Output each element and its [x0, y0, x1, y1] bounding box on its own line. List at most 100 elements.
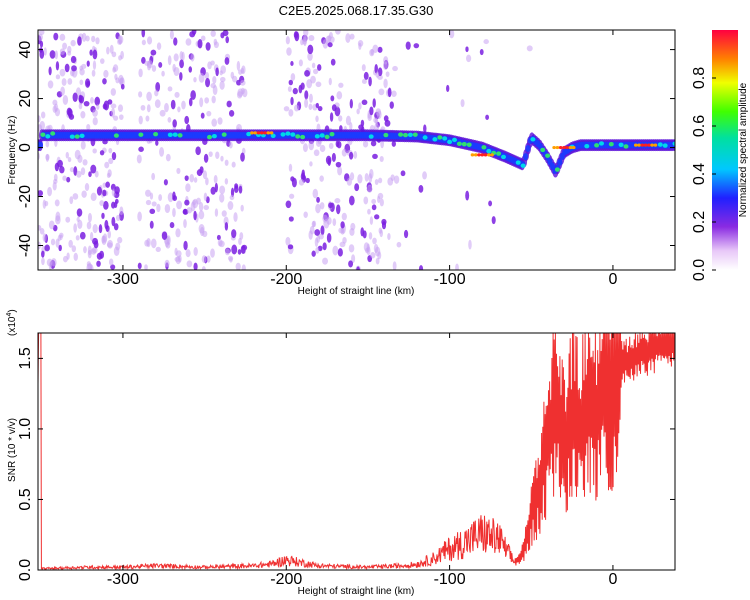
x-tick-label: 0	[608, 571, 617, 588]
noise-speck	[377, 46, 383, 53]
noise-speck	[184, 175, 189, 181]
noise-speck	[78, 95, 85, 104]
noise-speck	[351, 254, 356, 263]
noise-speck	[315, 247, 320, 254]
noise-speck	[350, 222, 356, 231]
noise-speck	[144, 264, 148, 270]
ridge-core	[221, 132, 227, 137]
spectrogram-xlabel: Height of straight line (km)	[298, 286, 415, 297]
noise-speck	[231, 161, 236, 168]
noise-speck	[70, 39, 76, 47]
noise-speck	[213, 41, 219, 49]
noise-speck	[289, 193, 295, 199]
noise-speck	[65, 151, 69, 159]
ridge-core	[40, 132, 46, 137]
noise-speck	[110, 264, 116, 270]
colorbar-ticks: 0.0 0.2 0.4 0.6 0.8	[691, 67, 716, 281]
noise-speck	[169, 222, 175, 229]
ridge-core	[481, 145, 487, 150]
noise-speck	[336, 204, 341, 215]
noise-speck	[230, 71, 235, 79]
noise-speck	[369, 49, 375, 57]
noise-speck	[79, 68, 85, 76]
noise-speck	[205, 77, 211, 88]
noise-speck	[172, 191, 176, 200]
noise-speck	[59, 232, 64, 238]
noise-speck	[201, 255, 207, 264]
noise-speck	[383, 115, 389, 122]
noise-speck	[285, 36, 290, 45]
noise-speck	[165, 241, 171, 249]
ridge-core	[447, 139, 453, 145]
noise-speck	[286, 47, 292, 56]
noise-speck	[385, 71, 390, 77]
noise-speck	[146, 104, 151, 113]
noise-speck	[86, 221, 92, 230]
noise-speck	[141, 56, 146, 64]
noise-speck	[304, 90, 309, 100]
noise-speck	[312, 68, 319, 75]
x-tick-label: -200	[270, 271, 302, 288]
noise-speck	[67, 156, 72, 163]
noise-speck	[73, 223, 77, 233]
ridge-peak	[634, 143, 638, 147]
noise-speck	[312, 220, 317, 228]
ridge-peak	[259, 131, 264, 135]
noise-speck	[335, 30, 341, 35]
ridge-core	[368, 134, 374, 139]
ridge-core	[319, 133, 325, 138]
noise-speck	[185, 38, 192, 46]
x-tick-label: -100	[434, 271, 466, 288]
noise-speck	[170, 99, 176, 110]
noise-speck	[301, 169, 305, 178]
noise-speck	[55, 238, 60, 248]
noise-speck	[96, 104, 100, 110]
noise-speck	[285, 236, 291, 246]
noise-speck	[224, 57, 230, 65]
noise-speck	[195, 146, 201, 156]
noise-speck	[349, 172, 355, 181]
noise-speck	[210, 248, 215, 258]
noise-speck	[332, 218, 337, 227]
noise-speck	[383, 56, 389, 65]
colorbar-tick-label: 0.0	[691, 259, 708, 281]
noise-speck	[307, 52, 313, 61]
noise-speck	[79, 79, 84, 86]
noise-speck	[138, 68, 143, 78]
ridge-peak	[253, 131, 258, 135]
ridge-peak	[552, 145, 556, 150]
noise-speck	[185, 249, 191, 258]
x-tick-label: -100	[434, 571, 466, 588]
noise-speck	[381, 221, 387, 230]
noise-speck	[345, 33, 351, 43]
noise-speck	[203, 204, 210, 211]
noise-speck	[338, 115, 343, 122]
ridge-core	[69, 134, 75, 139]
ridge-peak	[647, 143, 651, 147]
noise-speck	[391, 140, 396, 147]
noise-speck	[59, 33, 66, 41]
noise-speck	[55, 61, 60, 71]
noise-speck	[114, 73, 118, 81]
ridge-core	[496, 151, 502, 156]
ridge-core	[314, 134, 320, 139]
noise-speck	[304, 70, 311, 77]
noise-speck	[370, 252, 376, 259]
ridge-core	[432, 137, 438, 142]
noise-speck	[147, 60, 153, 69]
noise-speck	[140, 104, 146, 111]
noise-speck	[86, 60, 90, 67]
noise-speck	[314, 237, 319, 247]
ridge-core	[329, 131, 335, 137]
colorbar-tick-label: 0.8	[691, 67, 708, 89]
noise-speck	[233, 185, 239, 193]
noise-speck	[418, 265, 424, 270]
noise-speck	[328, 202, 333, 209]
y-tick-label: -20	[17, 185, 34, 208]
noise-speck	[54, 50, 59, 60]
noise-speck	[104, 219, 109, 230]
colorbar: 0.0 0.2 0.4 0.6 0.8 Normalized spectral ampl…	[691, 30, 749, 281]
noise-speck	[348, 244, 355, 253]
noise-speck	[217, 239, 223, 247]
noise-speck	[341, 212, 347, 221]
